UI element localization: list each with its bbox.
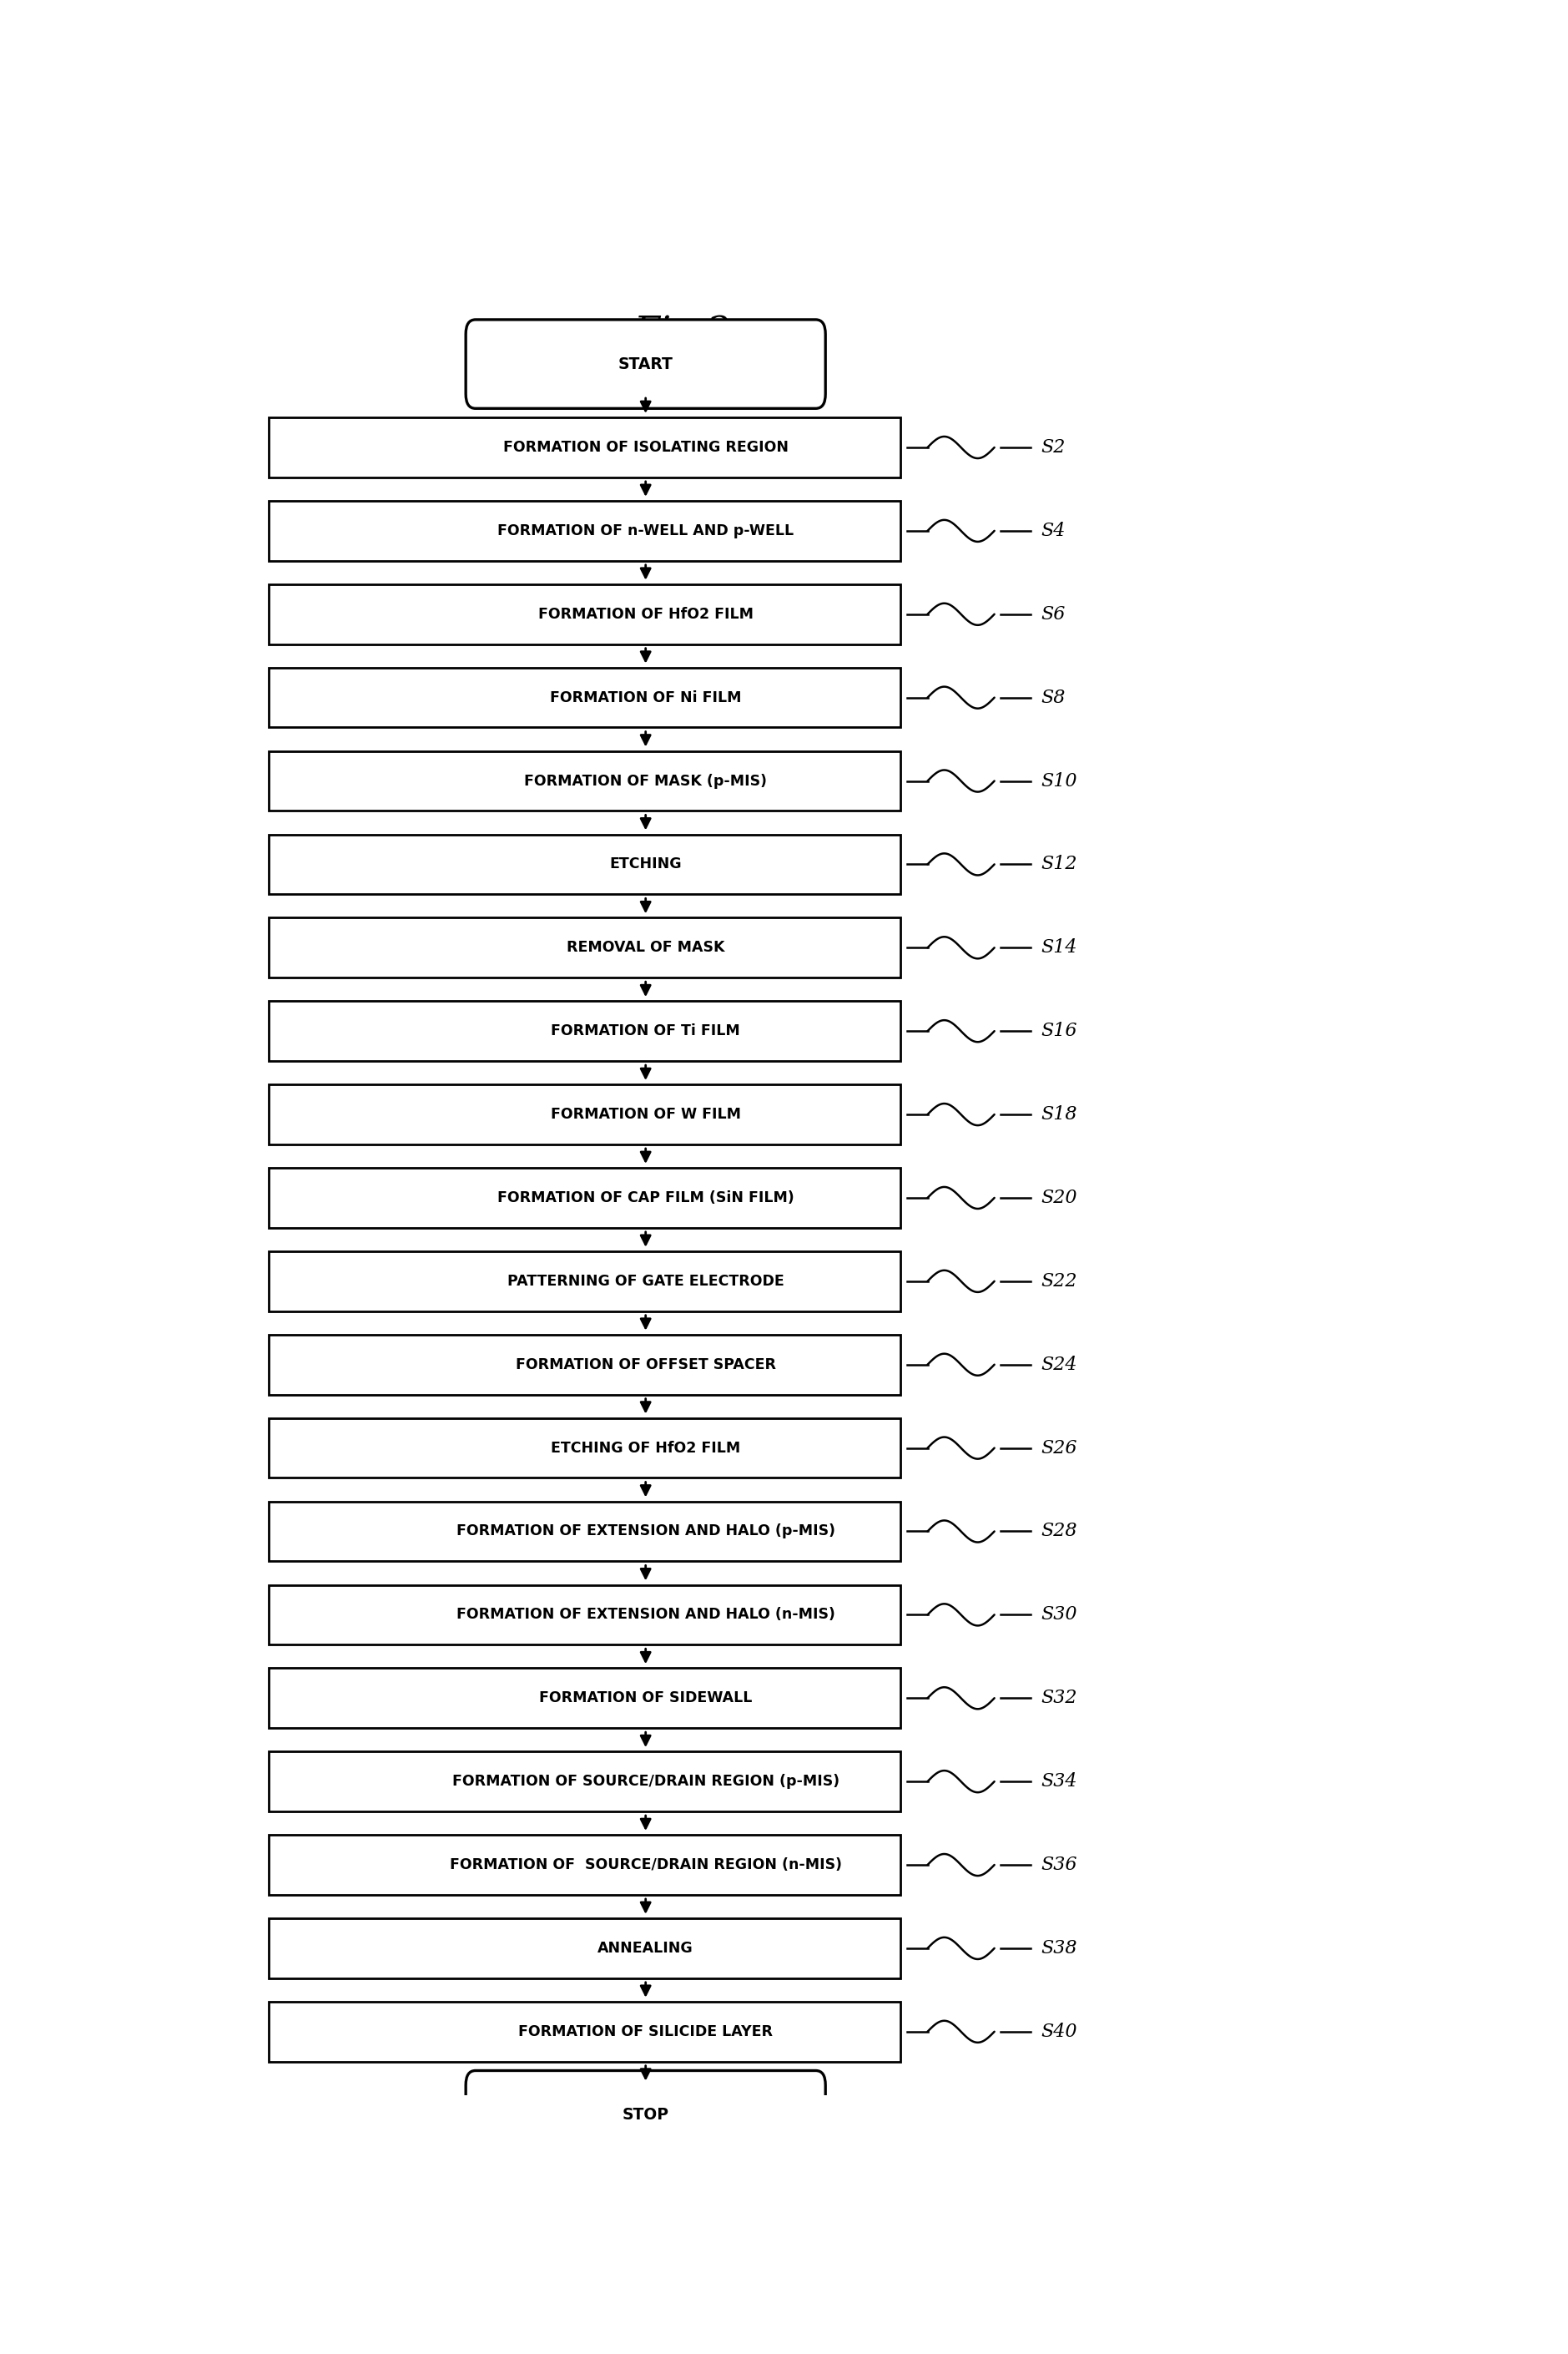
FancyBboxPatch shape bbox=[466, 320, 825, 410]
Text: FORMATION OF CAP FILM (SiN FILM): FORMATION OF CAP FILM (SiN FILM) bbox=[497, 1191, 793, 1205]
Text: S20: S20 bbox=[1041, 1189, 1077, 1208]
Text: S24: S24 bbox=[1041, 1356, 1077, 1375]
Text: FORMATION OF EXTENSION AND HALO (n-MIS): FORMATION OF EXTENSION AND HALO (n-MIS) bbox=[456, 1608, 836, 1622]
Bar bbox=[270, 501, 902, 560]
Bar bbox=[270, 669, 902, 727]
Text: S40: S40 bbox=[1041, 2022, 1077, 2041]
Bar bbox=[270, 1000, 902, 1062]
Text: FORMATION OF OFFSET SPACER: FORMATION OF OFFSET SPACER bbox=[516, 1356, 776, 1372]
Text: S4: S4 bbox=[1041, 523, 1065, 539]
Bar bbox=[270, 918, 902, 977]
Text: S8: S8 bbox=[1041, 687, 1065, 706]
Bar bbox=[270, 1751, 902, 1810]
Text: S2: S2 bbox=[1041, 438, 1065, 457]
Text: S12: S12 bbox=[1041, 855, 1077, 873]
Bar bbox=[270, 1252, 902, 1311]
Bar bbox=[270, 1919, 902, 1977]
Bar bbox=[270, 751, 902, 810]
Text: S34: S34 bbox=[1041, 1773, 1077, 1791]
Text: START: START bbox=[618, 355, 673, 372]
Bar bbox=[270, 1417, 902, 1478]
Bar bbox=[270, 2001, 902, 2062]
Text: FORMATION OF n-WELL AND p-WELL: FORMATION OF n-WELL AND p-WELL bbox=[497, 523, 793, 539]
Text: S6: S6 bbox=[1041, 605, 1065, 624]
Text: S16: S16 bbox=[1041, 1022, 1077, 1040]
Bar bbox=[270, 1502, 902, 1561]
FancyBboxPatch shape bbox=[466, 2072, 825, 2159]
Bar bbox=[270, 1168, 902, 1229]
Text: FORMATION OF Ni FILM: FORMATION OF Ni FILM bbox=[550, 690, 742, 706]
Bar bbox=[270, 1836, 902, 1895]
Text: S26: S26 bbox=[1041, 1438, 1077, 1457]
Text: S28: S28 bbox=[1041, 1523, 1077, 1540]
Text: ANNEALING: ANNEALING bbox=[597, 1940, 693, 1956]
Text: S32: S32 bbox=[1041, 1688, 1077, 1707]
Bar bbox=[270, 1085, 902, 1144]
Text: FORMATION OF HfO2 FILM: FORMATION OF HfO2 FILM bbox=[538, 607, 753, 621]
Text: S38: S38 bbox=[1041, 1940, 1077, 1959]
Text: S36: S36 bbox=[1041, 1855, 1077, 1874]
Text: PATTERNING OF GATE ELECTRODE: PATTERNING OF GATE ELECTRODE bbox=[506, 1274, 784, 1288]
Text: Fig.2: Fig.2 bbox=[633, 315, 731, 351]
Text: REMOVAL OF MASK: REMOVAL OF MASK bbox=[566, 939, 724, 956]
Text: ETCHING OF HfO2 FILM: ETCHING OF HfO2 FILM bbox=[550, 1441, 740, 1455]
Text: ETCHING: ETCHING bbox=[610, 857, 682, 871]
Text: FORMATION OF ISOLATING REGION: FORMATION OF ISOLATING REGION bbox=[503, 440, 789, 454]
Text: FORMATION OF W FILM: FORMATION OF W FILM bbox=[550, 1106, 740, 1123]
Bar bbox=[270, 584, 902, 645]
Text: FORMATION OF MASK (p-MIS): FORMATION OF MASK (p-MIS) bbox=[524, 774, 767, 789]
Bar bbox=[270, 1335, 902, 1394]
Text: S30: S30 bbox=[1041, 1605, 1077, 1624]
Bar bbox=[270, 1669, 902, 1728]
Bar bbox=[270, 833, 902, 895]
Text: S22: S22 bbox=[1041, 1271, 1077, 1290]
Bar bbox=[270, 417, 902, 478]
Text: FORMATION OF EXTENSION AND HALO (p-MIS): FORMATION OF EXTENSION AND HALO (p-MIS) bbox=[456, 1523, 836, 1540]
Text: S14: S14 bbox=[1041, 939, 1077, 956]
Text: FORMATION OF SOURCE/DRAIN REGION (p-MIS): FORMATION OF SOURCE/DRAIN REGION (p-MIS) bbox=[452, 1775, 839, 1789]
Text: S18: S18 bbox=[1041, 1106, 1077, 1123]
Text: FORMATION OF Ti FILM: FORMATION OF Ti FILM bbox=[550, 1024, 740, 1038]
Bar bbox=[270, 1584, 902, 1645]
Text: STOP: STOP bbox=[622, 2107, 670, 2123]
Text: FORMATION OF SIDEWALL: FORMATION OF SIDEWALL bbox=[539, 1690, 753, 1707]
Text: FORMATION OF  SOURCE/DRAIN REGION (n-MIS): FORMATION OF SOURCE/DRAIN REGION (n-MIS) bbox=[450, 1857, 842, 1871]
Text: S10: S10 bbox=[1041, 772, 1077, 791]
Text: FORMATION OF SILICIDE LAYER: FORMATION OF SILICIDE LAYER bbox=[519, 2024, 773, 2039]
